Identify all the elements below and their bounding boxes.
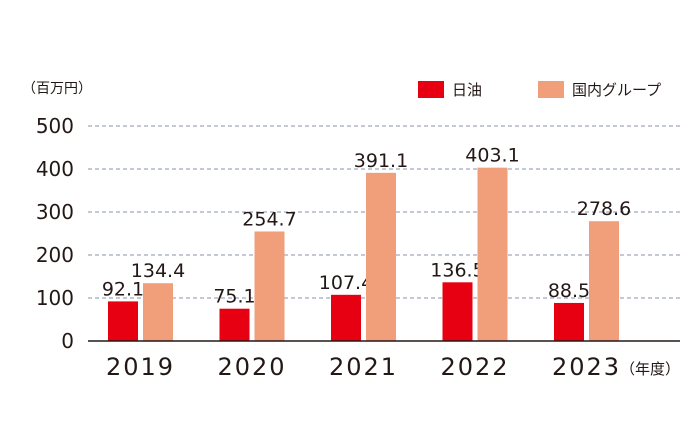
y-tick-label-500: 500 <box>36 114 74 138</box>
bar-domestic-group-2023 <box>589 221 619 341</box>
legend-label-nichiyu: 日油 <box>452 80 483 99</box>
legend-item-nichiyu: 日油 <box>418 79 482 99</box>
bar-domestic-group-2021 <box>366 172 396 341</box>
bar-domestic-group-2022 <box>477 167 508 341</box>
x-tick-label-2022: 2022 <box>440 353 509 381</box>
data-label-domestic-group-2022: 403.1 <box>465 145 519 167</box>
x-axis-unit-label: （年度） <box>620 360 681 378</box>
data-label-nichiyu-2022: 136.5 <box>430 259 484 281</box>
x-tick-label-2021: 2021 <box>329 353 398 381</box>
legend-swatch-nichiyu <box>418 80 444 98</box>
bar-nichiyu-2020 <box>219 308 250 341</box>
legend-label-domestic-group: 国内グループ <box>572 80 662 99</box>
bar-nichiyu-2021 <box>331 294 361 341</box>
y-tick-label-200: 200 <box>36 243 74 267</box>
data-label-nichiyu-2021: 107.4 <box>319 272 373 294</box>
x-tick-label-2020: 2020 <box>217 353 286 381</box>
bar-domestic-group-2019 <box>143 283 173 341</box>
bar-nichiyu-2019 <box>108 301 138 341</box>
x-tick-label-2019: 2019 <box>106 353 175 381</box>
data-label-domestic-group-2023: 278.6 <box>577 198 631 220</box>
data-label-nichiyu-2023: 88.5 <box>548 280 590 302</box>
legend-swatch-domestic-group <box>538 80 564 98</box>
bar-nichiyu-2023 <box>554 302 584 341</box>
data-label-nichiyu-2020: 75.1 <box>213 286 255 308</box>
y-tick-label-100: 100 <box>36 286 74 310</box>
y-axis-unit-label: （百万円） <box>22 81 92 97</box>
bar-domestic-group-2020 <box>254 231 285 341</box>
data-label-domestic-group-2020: 254.7 <box>242 208 296 230</box>
bar-nichiyu-2022 <box>442 282 473 341</box>
data-label-nichiyu-2019: 92.1 <box>102 278 144 300</box>
x-tick-label-2023: 2023 <box>552 353 621 381</box>
legend-item-domestic-group: 国内グループ <box>538 79 661 99</box>
y-tick-label-300: 300 <box>36 200 74 224</box>
y-tick-label-400: 400 <box>36 157 74 181</box>
data-label-domestic-group-2019: 134.4 <box>131 260 185 282</box>
y-tick-label-0: 0 <box>61 329 74 353</box>
data-label-domestic-group-2021: 391.1 <box>354 150 408 172</box>
